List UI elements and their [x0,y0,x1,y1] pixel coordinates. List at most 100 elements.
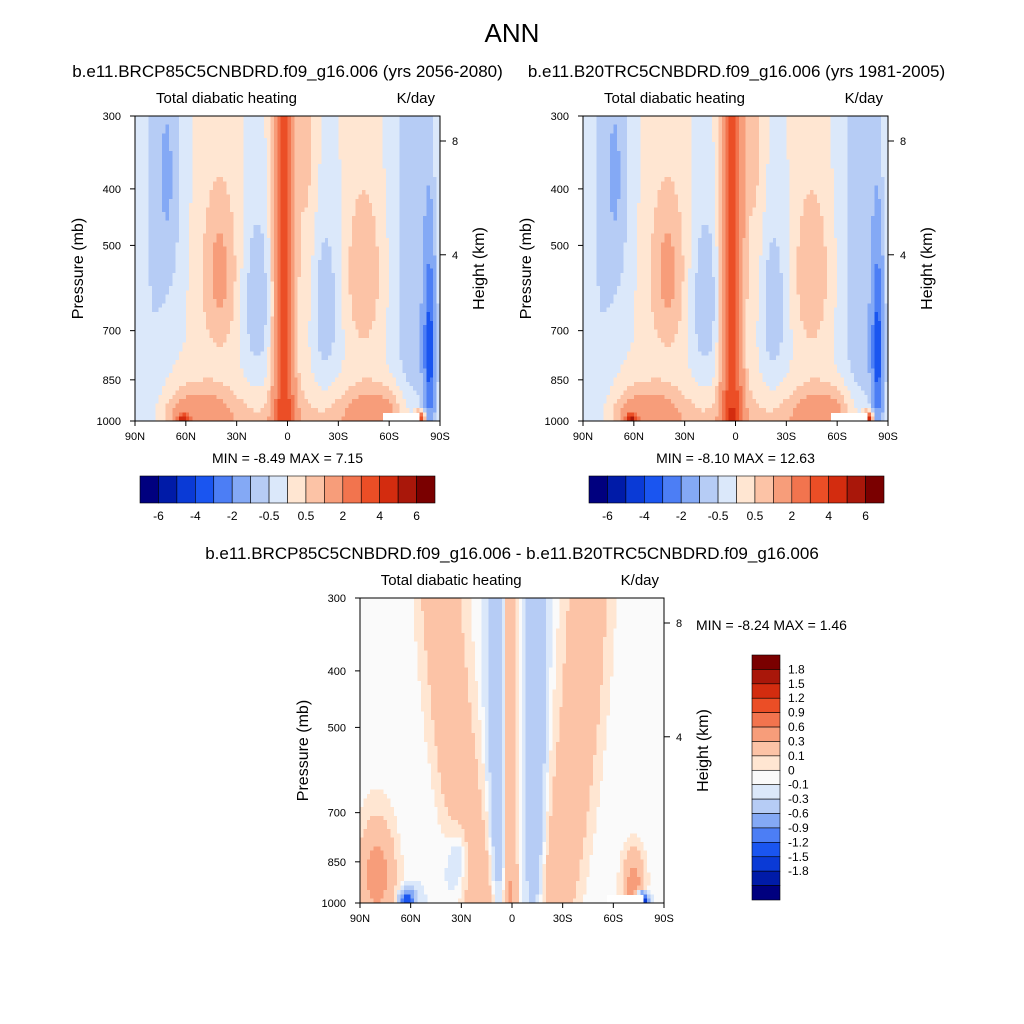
colorbar-label: -4 [639,509,650,523]
y-tick-label: 850 [551,375,569,387]
y-tick-label: 500 [103,240,121,252]
y-tick-label: 850 [103,375,121,387]
colorbar-label: 6 [413,509,420,523]
colorbar-swatch [751,712,781,728]
colorbar-label: 4 [825,509,832,523]
y-axis-right-label: Height (km) [695,709,712,792]
colorbar-swatch [625,475,645,504]
x-tick-label: 30N [451,913,471,925]
x-tick-label: 0 [284,431,290,443]
y-right-tick-label: 4 [452,250,458,262]
colorbar-label: -1.8 [788,864,809,878]
panel_diff: 90N 60N 30N 0 30S 60S 90S 300 400 500 700 850 1000 8 4… [295,572,712,925]
colorbar-label: -1.2 [788,835,809,849]
colorbar-swatch [791,475,811,504]
colorbar-swatch [360,475,380,504]
panel_right-field [583,116,889,422]
y-tick-label: 1000 [97,416,121,428]
x-tick-label: 60S [604,913,624,925]
colorbar-swatch [865,475,885,504]
colorbar-label: 4 [376,509,383,523]
x-tick-label: 90S [654,913,674,925]
y-tick-label: 300 [551,111,569,123]
colorbar-label: 2 [788,509,795,523]
colorbar-swatch [828,475,848,504]
x-tick-label: 90N [350,913,370,925]
x-tick-label: 60S [379,431,399,443]
colorbar-swatch [644,475,664,504]
colorbar-label: 1.2 [788,691,805,705]
colorbar-swatch [680,475,700,504]
colorbar-swatch [751,885,781,901]
y-tick-label: 1000 [322,898,346,910]
panel-left-header: Total diabatic heating [156,90,297,107]
page-title: ANN [484,18,540,48]
x-tick-label: 0 [509,913,515,925]
colorbar-swatch [751,784,781,800]
y-right-tick-label: 8 [676,618,682,630]
colorbar-swatch [607,475,627,504]
y-tick-label: 850 [328,857,346,869]
x-tick-label: 30S [329,431,349,443]
colorbar-label: 6 [862,509,869,523]
colorbar-swatch [736,475,756,504]
colorbar-swatch [213,475,233,504]
panel-right-title: b.e11.B20TRC5CNBDRD.f09_g16.006 (yrs 198… [527,62,946,81]
x-tick-label: 30N [227,431,247,443]
colorbar-swatch [773,475,793,504]
x-tick-label: 90N [573,431,593,443]
panel-right-minmax: MIN = -8.10 MAX = 12.63 [656,450,815,466]
y-tick-label: 400 [103,184,121,196]
colorbar-swatch [751,741,781,757]
colorbar-swatch [379,475,399,504]
x-tick-label: 90N [125,431,145,443]
y-tick-label: 500 [551,240,569,252]
panel_left-colorbar: -6 -4 -2 -0.5 0.5 2 4 6 [139,475,436,523]
panel-left-title: b.e11.BRCP85C5CNBDRD.f09_g16.006 (yrs 20… [72,62,503,81]
colorbar-label: -0.5 [708,509,729,523]
colorbar-swatch [751,755,781,771]
colorbar-swatch [231,475,251,504]
colorbar-swatch [751,669,781,685]
colorbar-label: -1.5 [788,850,809,864]
colorbar-swatch [751,856,781,872]
colorbar-label: 0 [788,763,795,777]
colorbar-label: -2 [676,509,687,523]
colorbar-label: 0.9 [788,706,805,720]
colorbar-swatch [751,697,781,713]
colorbar-label: -6 [153,509,164,523]
colorbar-swatch [662,475,682,504]
colorbar-label: 0.6 [788,720,805,734]
y-tick-label: 700 [551,326,569,338]
colorbar-label: -0.6 [788,807,809,821]
colorbar-label: 0.3 [788,734,805,748]
panel_right-colorbar: -6 -4 -2 -0.5 0.5 2 4 6 [588,475,885,523]
x-tick-label: 60N [401,913,421,925]
x-tick-label: 30N [675,431,695,443]
colorbar-swatch [751,813,781,829]
colorbar-label: -4 [190,509,201,523]
x-tick-label: 90S [878,431,898,443]
y-axis-label: Pressure (mb) [518,218,535,319]
y-tick-label: 500 [328,722,346,734]
panel-diff-minmax: MIN = -8.24 MAX = 1.46 [696,617,847,633]
y-axis-right-label: Height (km) [471,227,488,310]
panel_diff-field [360,598,665,904]
colorbar-swatch [250,475,270,504]
x-tick-label: 30S [777,431,797,443]
y-right-tick-label: 4 [900,250,906,262]
colorbar-swatch [305,475,325,504]
x-tick-label: 30S [553,913,573,925]
colorbar-swatch [751,842,781,858]
colorbar-label: 1.5 [788,677,805,691]
colorbar-swatch [846,475,866,504]
colorbar-swatch [751,726,781,742]
colorbar-label: -0.3 [788,792,809,806]
y-tick-label: 300 [328,593,346,605]
colorbar-swatch [158,475,178,504]
colorbar-swatch [809,475,829,504]
colorbar-swatch [176,475,196,504]
x-tick-label: 60N [624,431,644,443]
colorbar-swatch [195,475,215,504]
